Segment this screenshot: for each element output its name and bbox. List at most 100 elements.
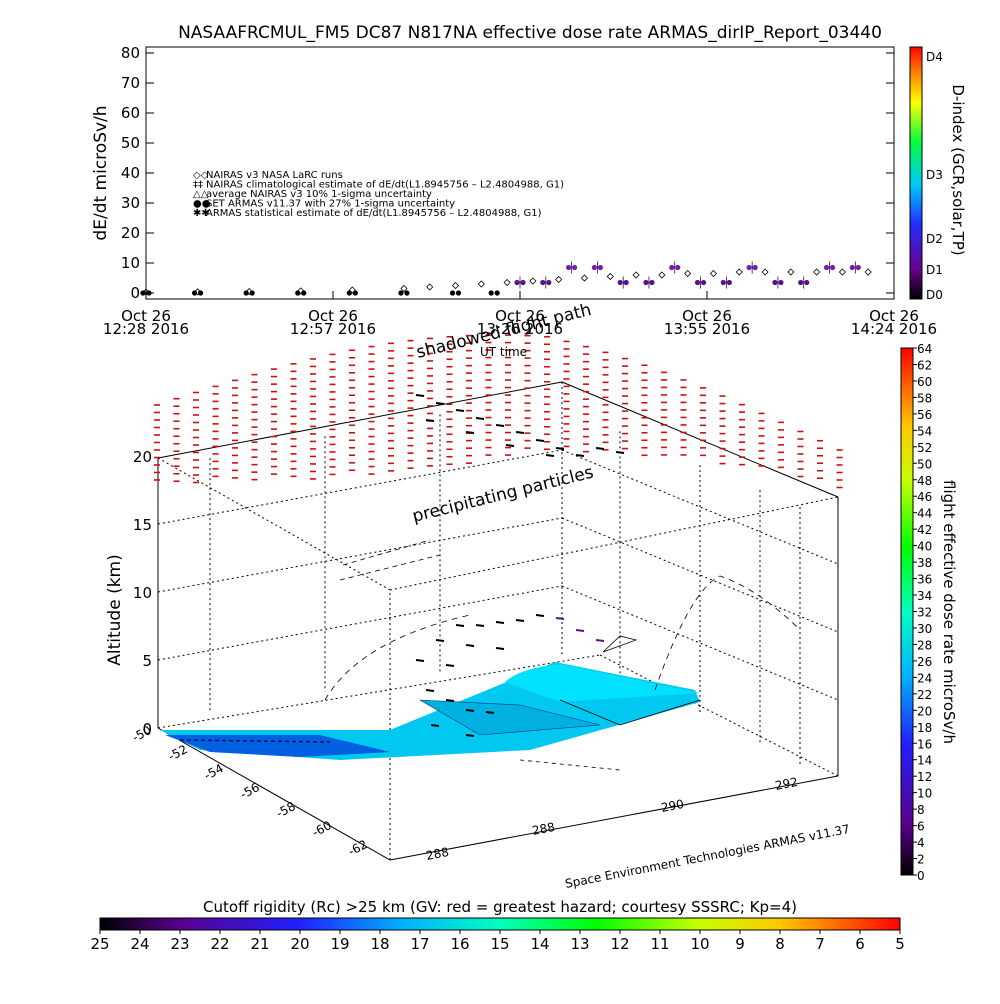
- latitude-tick-label: -62: [346, 837, 370, 859]
- y-tick-label: 80: [121, 44, 140, 62]
- dose-tick-label: 56: [917, 408, 932, 422]
- nairas-point: [864, 268, 872, 276]
- dose-tick-label: 38: [917, 556, 932, 570]
- nairas-point: [761, 268, 769, 276]
- legend-label: SET ARMAS v11.37 with 27% 1-sigma uncert…: [206, 199, 455, 210]
- dose-tick-label: 12: [917, 770, 932, 784]
- x-tick-label: 13:26 2016: [477, 320, 563, 338]
- armas-point: [720, 279, 726, 286]
- cutoff-tick-label: 12: [610, 935, 629, 953]
- dose-tick-label: 40: [917, 540, 932, 554]
- d-index-tick-label: D0: [926, 288, 943, 302]
- flight-dash: [575, 629, 585, 632]
- nairas-point: [555, 275, 563, 284]
- nairas-point: [709, 269, 718, 278]
- dose-tick-label: 0: [917, 869, 925, 883]
- flight-dash: [595, 639, 605, 642]
- flight-dash: [455, 409, 465, 412]
- legend-symbol: ‡‡: [193, 180, 203, 191]
- gridline: [157, 585, 563, 661]
- nairas-point: [400, 284, 408, 293]
- armas-point: [591, 264, 597, 271]
- flight-dash: [475, 624, 485, 627]
- nairas-point: [426, 283, 434, 291]
- dose-colorbar-ticks: 0246810121416182022242628303234363840424…: [913, 342, 932, 883]
- nairas-point: [658, 271, 666, 279]
- dose-tick-label: 48: [917, 474, 932, 488]
- nairas-point: [245, 287, 253, 296]
- latitude-tick-label: -58: [274, 799, 298, 821]
- armas-point: [449, 290, 456, 296]
- armas-point: [514, 279, 520, 286]
- armas-point: [669, 264, 675, 271]
- flight-dash: [515, 619, 525, 622]
- nairas-point: [684, 269, 692, 278]
- box-wireframe: [157, 381, 839, 861]
- y-tick-label: 70: [121, 74, 140, 92]
- legend-symbol: ◇◇: [193, 170, 209, 181]
- nairas-point: [787, 268, 795, 276]
- cutoff-tick-label: 10: [690, 935, 709, 953]
- armas-point: [694, 279, 701, 286]
- d-index-colorbar: [909, 46, 923, 300]
- longitude-tick-label: 288: [425, 845, 450, 863]
- flight-dash: [555, 447, 565, 450]
- dose-tick-label: 54: [917, 424, 932, 438]
- nairas-point: [503, 278, 511, 287]
- longitude-tick-label: 290: [660, 797, 685, 815]
- nairas-point: [297, 287, 305, 295]
- dose-tick-label: 36: [917, 573, 932, 587]
- y-axis-label: dE/dt microSv/h: [91, 105, 111, 240]
- latitude-tick-label: -52: [166, 742, 190, 764]
- nairas-series: [142, 268, 872, 296]
- longitude-tick-label: 288: [531, 820, 556, 838]
- armas-point: [597, 264, 603, 271]
- flight-dash: [515, 431, 525, 434]
- cutoff-tick-label: 17: [410, 935, 429, 953]
- dose-tick-label: 52: [917, 441, 932, 455]
- nairas-point: [529, 277, 537, 285]
- armas-point: [494, 290, 500, 296]
- altitude-ticks: 0 5 10 15 20: [133, 448, 152, 738]
- armas-point: [798, 279, 804, 286]
- cutoff-colorbar-ticks: 25 24 23 22 21 20 19 18 17 16 15 14 13 12 11 10 9 8 7 6 5: [90, 930, 905, 953]
- dose-tick-label: 30: [917, 622, 932, 636]
- y-tick-label: 60: [121, 104, 140, 122]
- legend-label: average NAIRAS v3 10% 1-sigma uncertaint…: [206, 189, 432, 200]
- flight-dash: [435, 402, 445, 405]
- x-tick-label: Oct 26: [869, 307, 919, 325]
- x-tick-label: 13:55 2016: [664, 320, 750, 338]
- x-tick-label: Oct 26: [495, 307, 545, 325]
- flight-dash: [595, 447, 605, 450]
- dose-tick-label: 28: [917, 638, 932, 652]
- gridline: [157, 449, 563, 525]
- x-tick-label: Oct 26: [308, 307, 358, 325]
- annotation-precipitating-particles: precipitating particles: [410, 462, 595, 526]
- altitude-tick-label: 5: [142, 652, 152, 670]
- latitude-tick-label: -60: [310, 818, 334, 840]
- armas-point: [649, 279, 655, 286]
- armas-point: [520, 279, 526, 286]
- legend-label: NAIRAS v3 NASA LaRC runs: [206, 170, 343, 181]
- flight-dash: [495, 621, 505, 624]
- flight-dash: [445, 699, 455, 702]
- cutoff-tick-label: 20: [290, 935, 309, 953]
- cutoff-tick-label: 25: [90, 935, 109, 953]
- flight-dash: [425, 419, 435, 422]
- dose-colorbar: [900, 347, 914, 876]
- dose-tick-label: 14: [917, 754, 932, 768]
- cutoff-tick-label: 23: [170, 935, 189, 953]
- flight-dash: [430, 724, 440, 727]
- cutoff-tick-label: 5: [895, 935, 905, 953]
- x-axis-label: UT time: [480, 345, 527, 359]
- armas-point: [623, 279, 629, 286]
- armas-point: [726, 279, 732, 286]
- armas-point: [675, 264, 681, 271]
- box-gridlines: [157, 414, 839, 765]
- flight-dash: [435, 639, 445, 642]
- armas-point: [546, 279, 552, 286]
- cutoff-tick-label: 9: [735, 935, 745, 953]
- dose-columns: [154, 334, 843, 489]
- flight-dash: [455, 624, 465, 627]
- legend-symbol: ●●: [193, 199, 211, 210]
